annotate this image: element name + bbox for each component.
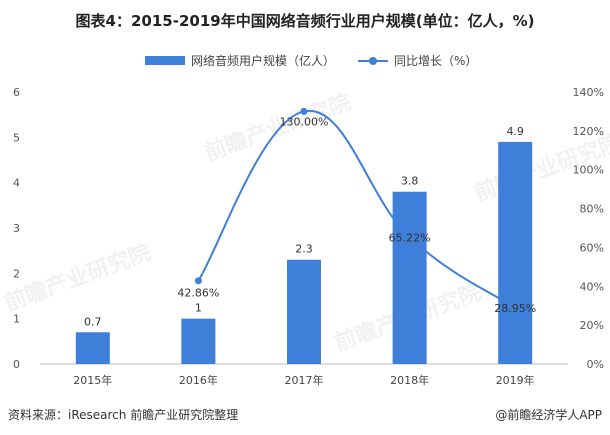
legend-item-bar: 网络音频用户规模（亿人） [145,52,335,69]
legend-bar-label: 网络音频用户规模（亿人） [191,54,336,68]
legend-item-line: 同比增长（%） [358,52,477,69]
bar-value-label: 1 [195,302,202,315]
y-right-tick-label: 100% [573,164,604,177]
y-left-tick-label: 2 [13,267,20,280]
bar-value-label: 2.3 [295,243,313,256]
y-right-tick-label: 40% [580,280,604,293]
y-left-tick-label: 5 [13,131,20,144]
growth-point [406,233,414,241]
growth-line [197,110,516,309]
source-note: 资料来源：iResearch 前瞻产业研究院整理 [8,408,239,422]
growth-point [194,277,202,285]
y-right-tick-label: 0% [587,358,604,371]
legend: 网络音频用户规模（亿人） 同比增长（%） [0,52,610,70]
y-right-tick-label: 20% [580,319,604,332]
bar-value-label: 0.7 [84,315,102,328]
bar [75,332,110,364]
x-tick-label: 2019年 [496,373,535,387]
growth-value-label: 28.95% [494,302,536,315]
bar [498,141,533,364]
growth-value-label: 42.86% [177,287,219,300]
y-right-tick-label: 60% [580,241,604,254]
x-tick-label: 2017年 [285,373,324,387]
y-left-tick-label: 1 [13,313,20,326]
bar-value-label: 4.9 [506,125,524,138]
legend-line-label: 同比增长（%） [394,54,478,68]
legend-line-swatch [358,56,388,65]
bar-value-label: 3.8 [401,175,419,188]
bar [392,191,427,364]
y-right-tick-label: 120% [573,125,604,138]
x-tick-label: 2018年 [390,373,429,387]
legend-bar-swatch [145,56,185,65]
growth-point [511,304,519,312]
y-left-tick-label: 6 [13,86,20,99]
y-left-tick-label: 0 [13,358,20,371]
bar [287,259,321,364]
y-right-tick-label: 80% [580,203,604,216]
y-left-tick-label: 3 [13,222,20,235]
chart-title: 图表4：2015-2019年中国网络音频行业用户规模(单位：亿人，%) [75,12,535,30]
credit-note: @前瞻经济学人APP [495,408,602,422]
growth-value-label: 130.00% [280,115,329,128]
y-right-tick-label: 140% [573,86,604,99]
x-tick-label: 2015年 [73,373,112,387]
bar [181,318,216,364]
x-tick-label: 2016年 [179,373,218,387]
growth-point [300,107,308,115]
growth-value-label: 65.22% [389,231,431,244]
y-left-tick-label: 4 [13,177,20,190]
